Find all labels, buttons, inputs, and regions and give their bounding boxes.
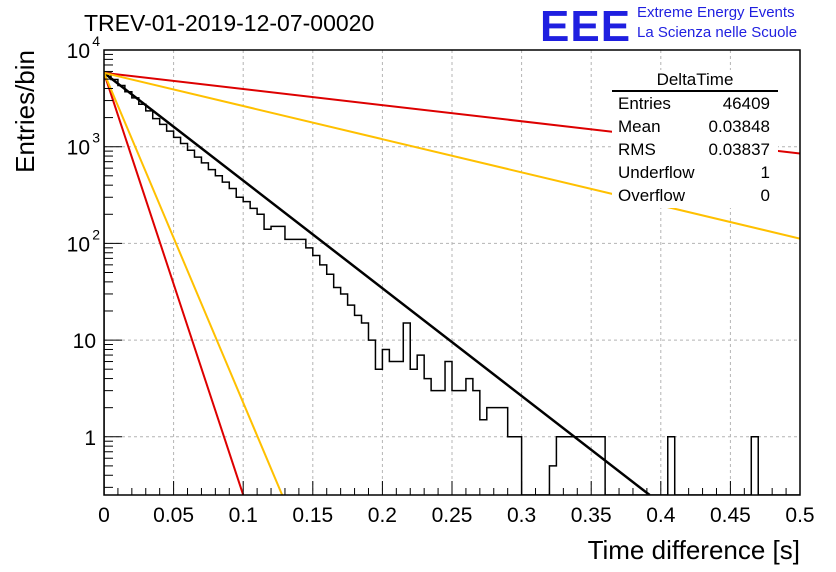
x-tick-label: 0.1	[229, 504, 258, 527]
stats-row-mean: Mean 0.03848	[612, 115, 778, 138]
stats-value: 0	[760, 186, 770, 205]
y-tick-label: 10	[67, 233, 90, 256]
stats-label: Overflow	[618, 186, 686, 205]
stats-label: Entries	[618, 94, 671, 113]
x-tick-label: 0.05	[153, 504, 194, 527]
x-tick-label: 0.2	[368, 504, 397, 527]
x-tick-label: 0.4	[646, 504, 676, 527]
y-axis-label: Entries/bin	[10, 50, 40, 173]
stats-value: 0.03837	[708, 140, 770, 159]
fast-decay-line-red	[104, 72, 245, 495]
x-tick-label: 0	[98, 504, 110, 527]
stats-label: Underflow	[618, 163, 695, 182]
y-tick-exponent: 3	[92, 130, 100, 146]
y-tick-label: 10	[73, 330, 96, 353]
eee-logo: EEE	[540, 2, 632, 51]
stats-title: DeltaTime	[612, 70, 778, 92]
y-tick-exponent: 2	[92, 226, 100, 242]
x-tick-label: 0.25	[432, 504, 473, 527]
stats-label: RMS	[618, 140, 656, 159]
run-title: TREV-01-2019-12-07-00020	[84, 10, 375, 36]
x-axis-label: Time difference [s]	[588, 535, 800, 565]
x-tick-label: 0.15	[292, 504, 333, 527]
y-tick-exponent: 4	[92, 33, 100, 49]
x-tick-label: 0.5	[785, 504, 814, 527]
stats-row-underflow: Underflow 1	[612, 161, 778, 184]
y-tick-label: 10	[67, 40, 90, 63]
histogram-line	[104, 72, 800, 495]
stats-box: DeltaTime Entries 46409 Mean 0.03848 RMS 0.…	[612, 70, 778, 208]
x-tick-label: 0.45	[710, 504, 751, 527]
fit-line	[104, 71, 651, 495]
y-tick-label: 1	[84, 427, 96, 450]
stats-label: Mean	[618, 117, 661, 136]
stats-value: 0.03848	[708, 117, 770, 136]
x-tick-label: 0.3	[507, 504, 536, 527]
fast-decay-line-yellow	[104, 72, 284, 495]
stats-row-rms: RMS 0.03837	[612, 138, 778, 161]
y-tick-label: 10	[67, 137, 90, 160]
stats-value: 46409	[722, 94, 770, 113]
slow-decay-line-yellow	[104, 71, 800, 240]
stats-value: 1	[760, 163, 770, 182]
x-tick-label: 0.35	[571, 504, 612, 527]
logo-subtitle-1: Extreme Energy Events	[637, 4, 795, 21]
logo-subtitle-2: La Scienza nelle Scuole	[637, 24, 798, 41]
stats-row-entries: Entries 46409	[612, 92, 778, 115]
stats-row-overflow: Overflow 0	[612, 184, 778, 207]
